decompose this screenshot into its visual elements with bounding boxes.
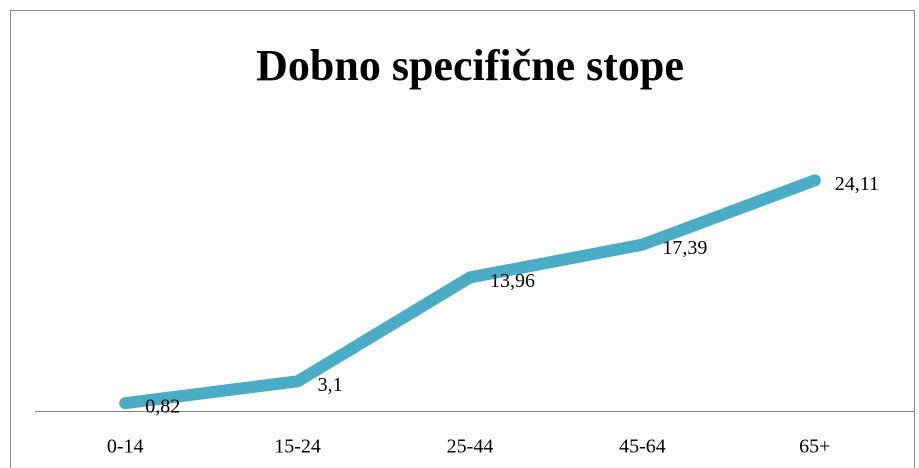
x-tick-label: 0-14 [107, 436, 144, 458]
x-tick-label: 15-24 [274, 436, 321, 458]
x-tick-label: 25-44 [447, 436, 494, 458]
data-label: 24,11 [835, 173, 879, 195]
chart-frame [10, 10, 915, 468]
data-line [119, 174, 821, 410]
data-label: 0,82 [145, 396, 180, 418]
data-label: 13,96 [490, 270, 535, 292]
x-tick-label: 65+ [799, 436, 830, 458]
data-label: 17,39 [662, 237, 707, 259]
data-label: 3,1 [318, 374, 343, 396]
chart-title: Dobno specifične stope [256, 41, 684, 90]
x-tick-label: 45-64 [619, 436, 666, 458]
